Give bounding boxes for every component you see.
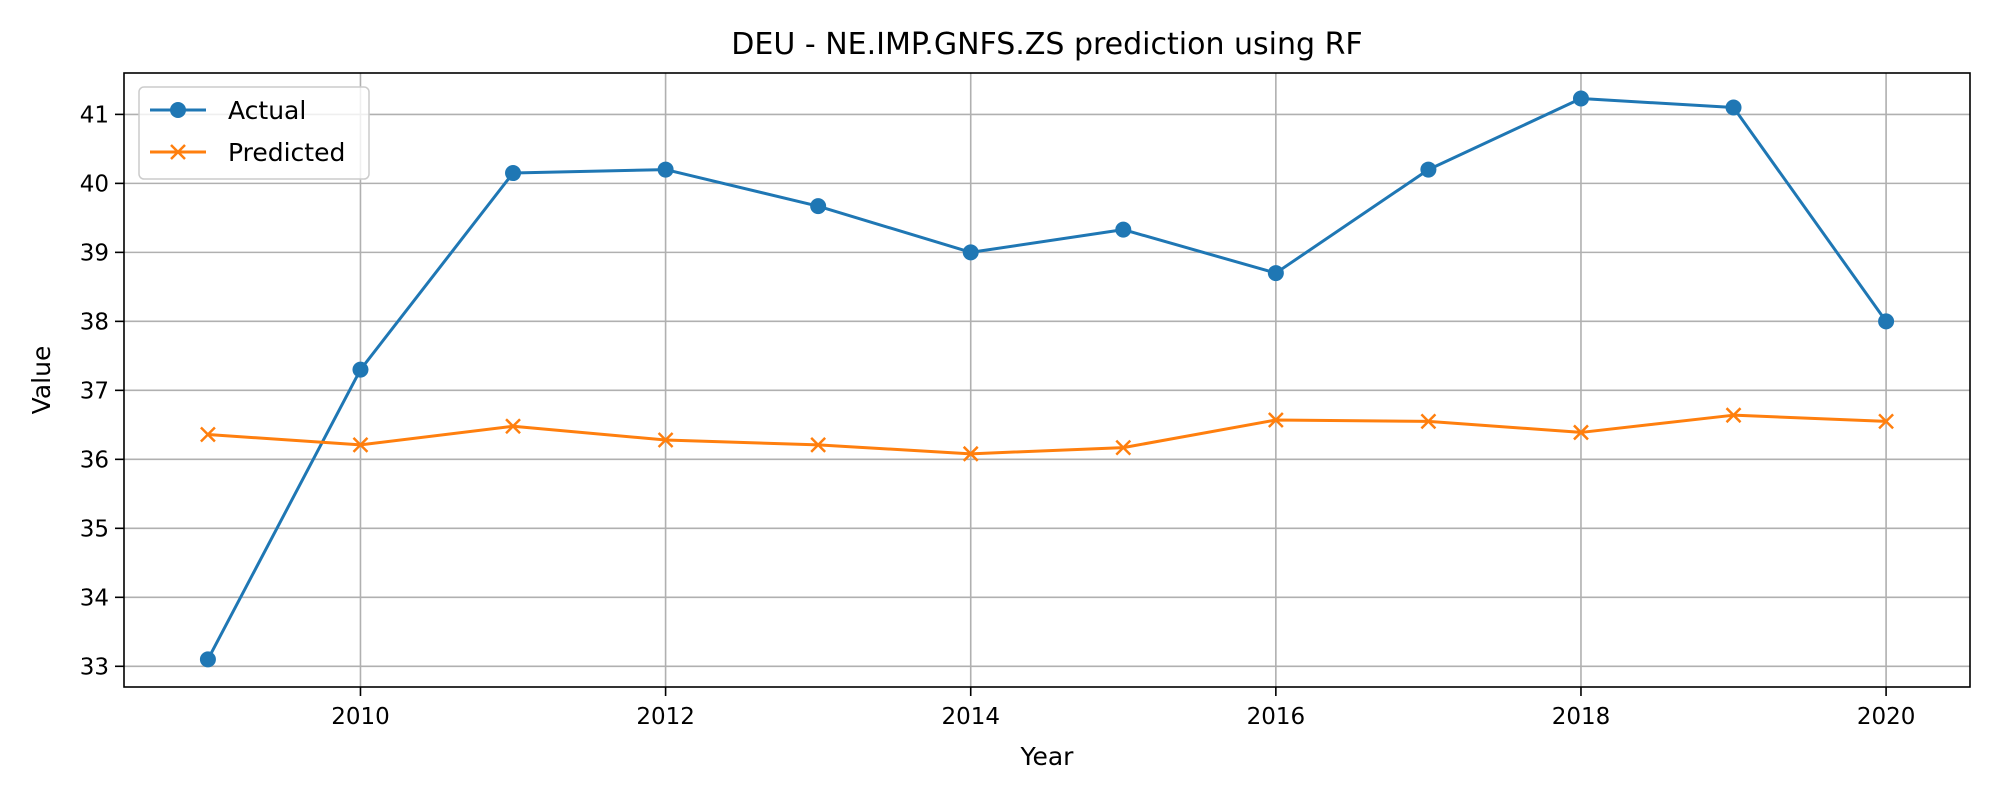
- grid: [124, 73, 1970, 687]
- x-marker-stroke: [200, 426, 216, 443]
- data-point-actual: [1115, 221, 1132, 238]
- y-tick-label: 41: [80, 102, 109, 128]
- x-marker-stroke: [1420, 413, 1437, 430]
- data-point-actual: [1572, 90, 1589, 107]
- x-tick-label: 2014: [941, 704, 1000, 730]
- legend-entries: Actual Predicted: [150, 96, 345, 167]
- data-point-predicted: [1573, 424, 1589, 441]
- data-point-actual: [657, 161, 674, 178]
- series-line-actual: [206, 97, 1888, 661]
- x-marker-stroke: [352, 436, 369, 453]
- x-tick-label: 2010: [331, 704, 390, 730]
- y-tick-label: 33: [80, 654, 109, 680]
- legend: Actual Predicted: [138, 86, 370, 180]
- data-point-actual: [1267, 265, 1284, 282]
- x-tick-label: 2012: [636, 704, 695, 730]
- data-point-actual: [1420, 161, 1437, 178]
- y-tick-label: 35: [80, 516, 109, 542]
- legend-entry-actual: Actual: [150, 96, 306, 125]
- series-line-predicted: [207, 413, 1887, 456]
- x-marker-stroke: [1878, 413, 1894, 430]
- data-point-predicted: [1725, 407, 1742, 424]
- x-marker-stroke: [1725, 407, 1742, 424]
- plot-frame: [123, 72, 1971, 688]
- data-point-predicted: [1878, 413, 1894, 430]
- legend-label-predicted: Predicted: [228, 138, 345, 167]
- y-tick-label: 39: [80, 240, 109, 266]
- series-lines: [199, 90, 1895, 668]
- legend-entry-predicted: Predicted: [150, 138, 345, 167]
- chart-title: DEU - NE.IMP.GNFS.ZS prediction using RF: [731, 27, 1362, 62]
- x-marker-stroke: [657, 432, 674, 448]
- x-axis-ticks: 2010 2012 2014 2016 2018 2020: [331, 687, 1915, 730]
- data-point-actual: [962, 244, 979, 261]
- data-point-actual: [505, 165, 522, 182]
- x-axis-title: Year: [1020, 742, 1075, 771]
- y-tick-label: 36: [80, 447, 109, 473]
- data-point-predicted: [657, 432, 674, 448]
- y-axis-ticks: 33 34 35 36 37 38 39 40 41: [80, 102, 124, 680]
- x-marker-stroke: [1115, 439, 1132, 456]
- legend-marker-predicted: [170, 144, 186, 160]
- x-marker-stroke: [810, 436, 827, 453]
- y-tick-label: 34: [80, 585, 109, 611]
- y-tick-label: 38: [80, 309, 109, 335]
- y-axis-title: Value: [27, 346, 56, 415]
- x-marker-stroke: [170, 144, 186, 160]
- data-point-actual: [810, 198, 827, 215]
- x-tick-label: 2018: [1552, 704, 1611, 730]
- x-marker-stroke: [1267, 412, 1284, 428]
- y-tick-label: 40: [80, 171, 109, 197]
- data-point-predicted: [200, 426, 216, 443]
- data-point-predicted: [1420, 413, 1437, 430]
- x-marker-stroke: [1573, 424, 1589, 441]
- data-point-predicted: [810, 436, 827, 453]
- x-tick-label: 2016: [1247, 704, 1306, 730]
- data-point-actual: [1725, 99, 1742, 116]
- data-point-predicted: [1267, 412, 1284, 428]
- y-tick-label: 37: [80, 378, 109, 404]
- data-point-predicted: [505, 418, 521, 435]
- data-point-predicted: [352, 436, 369, 453]
- legend-marker-actual: [170, 102, 186, 118]
- x-tick-label: 2020: [1857, 704, 1916, 730]
- x-marker-stroke: [962, 445, 979, 462]
- data-point-actual: [199, 651, 216, 668]
- data-point-actual: [1878, 313, 1895, 330]
- data-point-actual: [352, 361, 369, 378]
- legend-label-actual: Actual: [228, 96, 306, 125]
- x-marker-stroke: [505, 418, 521, 435]
- data-point-predicted: [962, 445, 979, 462]
- data-point-predicted: [1115, 439, 1132, 456]
